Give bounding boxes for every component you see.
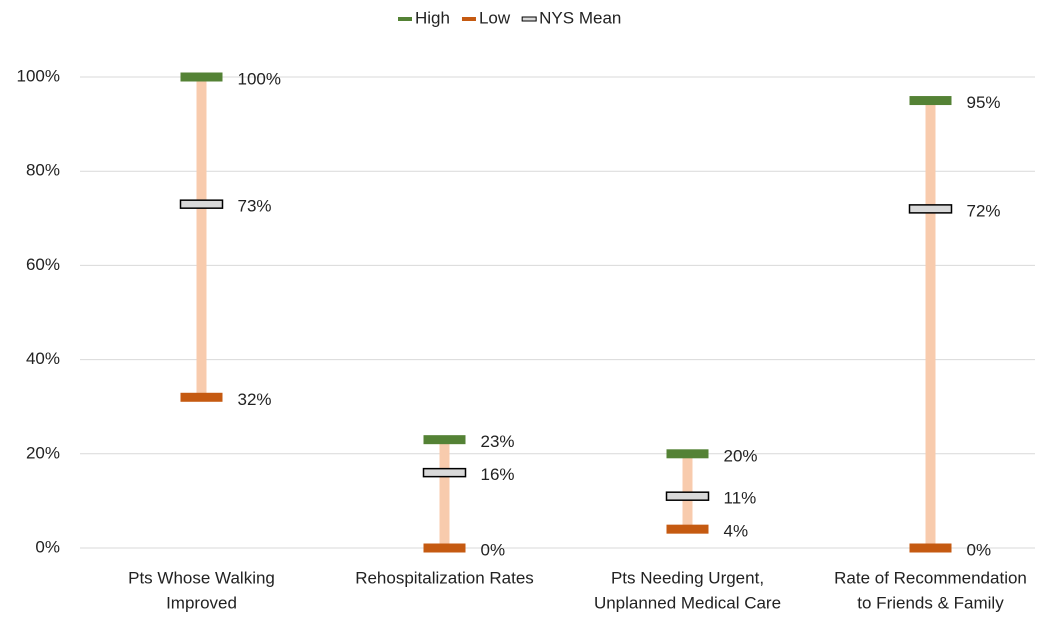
marker bbox=[423, 543, 466, 553]
marker bbox=[180, 72, 223, 82]
marker bbox=[666, 449, 709, 459]
range-bar bbox=[439, 439, 450, 548]
marker bbox=[179, 199, 224, 209]
range-bar bbox=[196, 77, 207, 398]
data-label: 23% bbox=[481, 432, 515, 451]
marker bbox=[423, 435, 466, 445]
legend-swatch bbox=[398, 17, 412, 21]
x-tick-label: Rate of Recommendation bbox=[834, 568, 1027, 587]
data-label: 32% bbox=[238, 390, 272, 409]
x-tick-label: to Friends & Family bbox=[857, 593, 1004, 612]
x-tick-label: Pts Needing Urgent, bbox=[611, 568, 764, 587]
data-label: 0% bbox=[967, 540, 992, 559]
marker bbox=[909, 96, 952, 106]
x-tick-label: Pts Whose Walking bbox=[128, 568, 275, 587]
marker bbox=[422, 467, 467, 478]
marker bbox=[180, 392, 223, 402]
y-tick-label: 100% bbox=[17, 66, 60, 85]
data-label: 72% bbox=[967, 201, 1001, 220]
data-label: 0% bbox=[481, 540, 506, 559]
data-label: 73% bbox=[238, 197, 272, 216]
data-label: 20% bbox=[724, 446, 758, 465]
y-tick-label: 20% bbox=[26, 443, 60, 462]
x-tick-label: Rehospitalization Rates bbox=[355, 568, 534, 587]
legend-label: High bbox=[415, 8, 450, 27]
legend-swatch bbox=[521, 16, 537, 22]
y-tick-label: 60% bbox=[26, 255, 60, 274]
x-tick-label: Unplanned Medical Care bbox=[594, 593, 781, 612]
legend-swatch bbox=[461, 17, 476, 21]
x-tick-label: Improved bbox=[166, 593, 237, 612]
y-tick-label: 40% bbox=[26, 349, 60, 368]
legend-label: NYS Mean bbox=[539, 8, 621, 27]
marker bbox=[909, 543, 952, 553]
marker bbox=[666, 524, 709, 534]
data-label: 4% bbox=[724, 522, 749, 541]
data-label: 16% bbox=[481, 465, 515, 484]
data-label: 100% bbox=[238, 69, 281, 88]
range-bar bbox=[925, 100, 936, 549]
y-tick-label: 0% bbox=[35, 537, 60, 556]
legend-label: Low bbox=[479, 8, 511, 27]
data-label: 95% bbox=[967, 93, 1001, 112]
marker bbox=[665, 491, 710, 501]
marker bbox=[908, 204, 953, 214]
y-tick-label: 80% bbox=[26, 161, 60, 180]
data-label: 11% bbox=[724, 489, 757, 508]
